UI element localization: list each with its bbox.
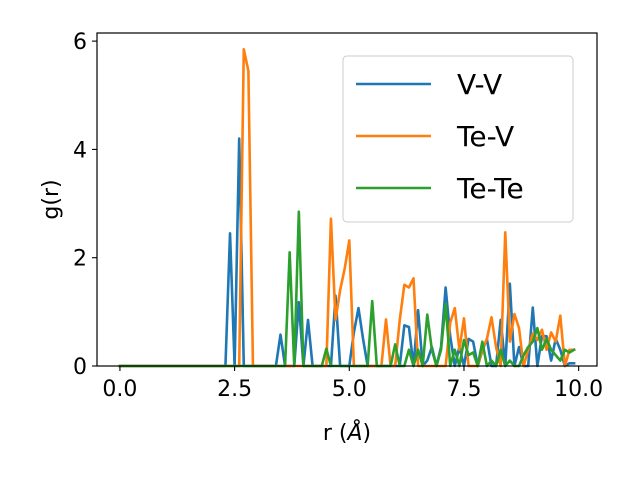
x-tick-label: 0.0 <box>102 377 137 402</box>
legend-item-v-v: V-V <box>356 68 502 101</box>
legend: V-V Te-V Te-Te <box>342 55 574 223</box>
x-axis-ticks: 0.0 2.5 5.0 7.5 10.0 <box>102 366 603 402</box>
y-axis-ticks: 0 2 4 6 <box>73 30 97 380</box>
y-tick-label: 0 <box>73 355 87 380</box>
axes-frame <box>96 32 598 367</box>
legend-label: Te-Te <box>456 172 524 205</box>
x-axis-label-unit: Å <box>345 419 362 446</box>
legend-label: Te-V <box>456 120 514 153</box>
x-tick-label: 10.0 <box>554 377 603 402</box>
x-tick-label: 5.0 <box>332 377 367 402</box>
y-axis-label: g(r) <box>39 179 64 219</box>
y-tick-label: 4 <box>73 138 87 163</box>
x-tick-label: 2.5 <box>217 377 252 402</box>
legend-item-te-te: Te-Te <box>356 172 524 205</box>
legend-item-te-v: Te-V <box>356 120 514 153</box>
y-tick-label: 2 <box>73 247 87 272</box>
x-axis-label-prefix: r ( <box>323 421 348 446</box>
x-tick-label: 7.5 <box>446 377 481 402</box>
legend-box <box>342 55 574 223</box>
legend-label: V-V <box>457 68 502 101</box>
y-tick-label: 6 <box>73 30 87 55</box>
x-axis-label-suffix: ) <box>363 421 372 446</box>
x-axis-label: r (Å) <box>323 419 371 446</box>
